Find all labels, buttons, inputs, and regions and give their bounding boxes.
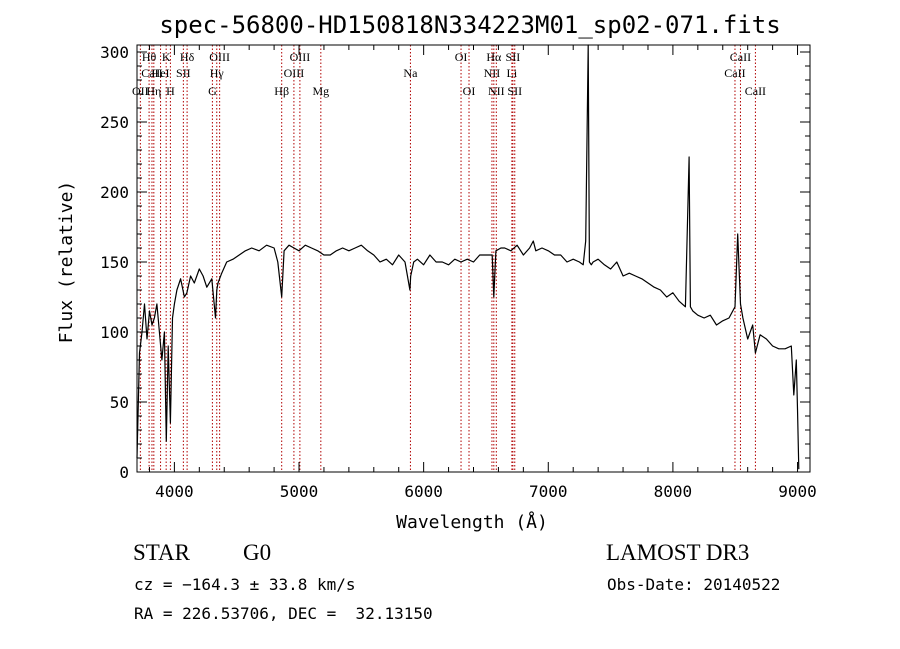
line-label-23: Li [507, 66, 518, 80]
x-axis-ticks: 4000 5000 6000 7000 8000 9000 [148, 45, 817, 501]
line-label-11: G [208, 84, 217, 98]
line-label-7: Hδ [180, 50, 195, 64]
chart-title: spec-56800-HD150818N334223M01_sp02-071.f… [159, 11, 780, 39]
line-label-19: Hα [486, 50, 502, 64]
x-axis-label: Wavelength (Å) [396, 511, 548, 533]
y-tick-label-0: 0 [119, 463, 129, 482]
line-label-20: NII [484, 66, 501, 80]
line-label-15: Mg [312, 84, 329, 98]
line-label-3: Hη [146, 84, 161, 98]
line-label-17: OI [455, 50, 468, 64]
line-label-4: K [162, 50, 171, 64]
redshift-readout: cz = −164.3 ± 33.8 km/s [134, 575, 356, 594]
line-label-6: H [166, 84, 175, 98]
line-label-14: OIII [284, 66, 305, 80]
spectrum-series-flux [136, 44, 800, 470]
y-tick-label-100: 100 [100, 323, 129, 342]
y-tick-label-50: 50 [110, 393, 129, 412]
y-tick-label-150: 150 [100, 253, 129, 272]
x-tick-label-9000: 9000 [778, 482, 817, 501]
line-label-5: HeI [152, 66, 170, 80]
plot-frame [136, 44, 811, 473]
obs-date: Obs-Date: 20140522 [607, 575, 781, 594]
y-tick-label-200: 200 [100, 183, 129, 202]
line-label-27: CaII [745, 84, 766, 98]
spectral-line-markers [139, 45, 756, 472]
line-label-26: CaII [724, 66, 745, 80]
line-label-1: CaII [141, 66, 162, 80]
line-label-21: NII [488, 84, 505, 98]
line-label-2: OII [132, 84, 149, 98]
x-tick-label-8000: 8000 [654, 482, 693, 501]
line-label-0: Hθ [142, 50, 157, 64]
survey-name: LAMOST DR3 [606, 540, 750, 565]
line-label-12: Hβ [274, 84, 289, 98]
x-tick-label-6000: 6000 [404, 482, 443, 501]
line-label-16: Na [403, 66, 418, 80]
line-label-10: Hγ [210, 66, 225, 80]
line-label-8: SII [176, 66, 191, 80]
line-label-24: SII [507, 84, 522, 98]
line-label-13: OIII [290, 50, 311, 64]
spectral-subclass: G0 [243, 540, 272, 565]
x-tick-label-5000: 5000 [280, 482, 319, 501]
y-tick-label-250: 250 [100, 113, 129, 132]
y-tick-label-300: 300 [100, 43, 129, 62]
coordinates: RA = 226.53706, DEC = 32.13150 [134, 604, 433, 623]
y-axis-ticks: 0 50 100 150 200 250 300 [100, 43, 810, 482]
object-class: STAR [133, 540, 190, 565]
line-label-25: CaII [730, 50, 751, 64]
x-tick-label-4000: 4000 [155, 482, 194, 501]
x-tick-label-7000: 7000 [529, 482, 568, 501]
spectrum-layer [136, 44, 800, 470]
line-label-22: SII [506, 50, 521, 64]
line-label-18: OI [463, 84, 476, 98]
y-axis-label: Flux (relative) [56, 181, 77, 344]
line-label-9: OIII [209, 50, 230, 64]
